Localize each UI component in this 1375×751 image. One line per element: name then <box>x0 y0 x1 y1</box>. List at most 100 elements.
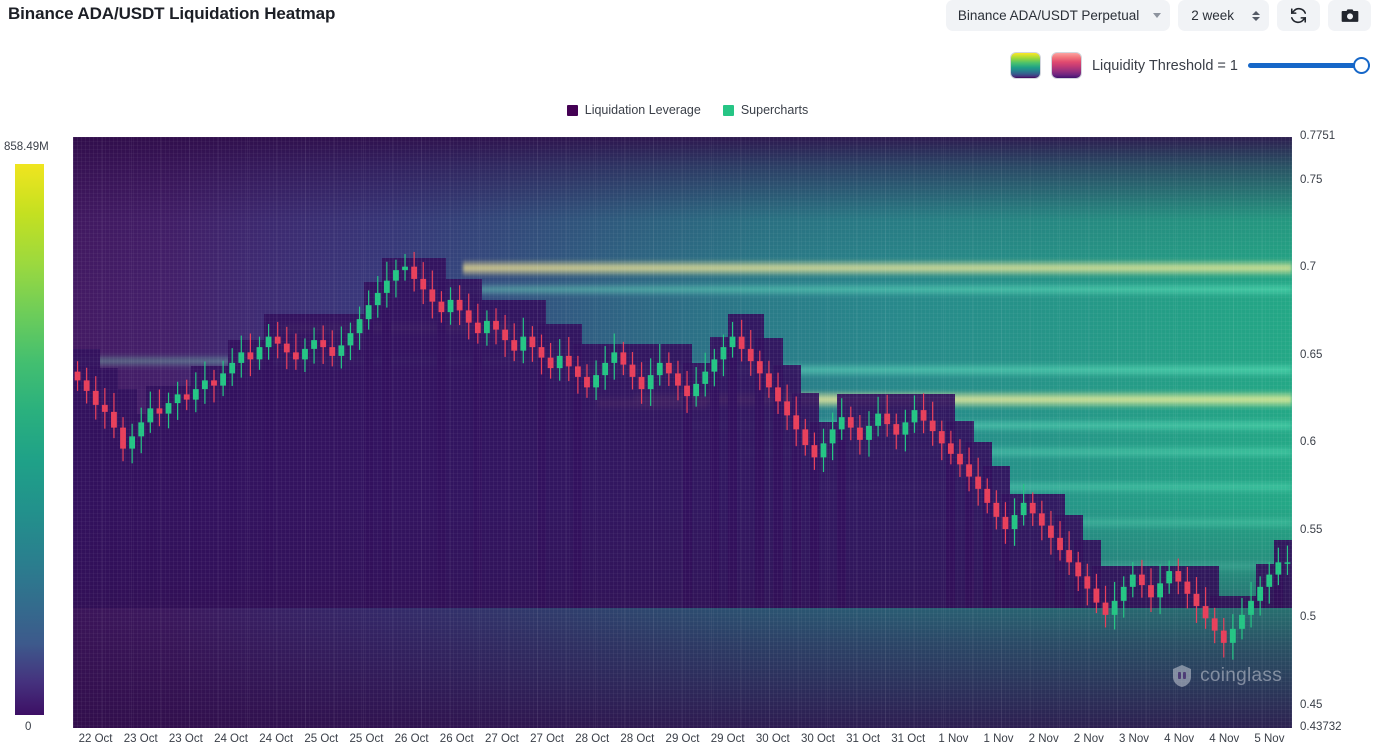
x-axis-tick: 4 Nov <box>1164 733 1195 745</box>
y-axis-tick: 0.45 <box>1300 698 1323 711</box>
candle-body <box>1148 585 1154 598</box>
candle-body <box>1184 581 1191 594</box>
palette-viridis-swatch[interactable] <box>1009 52 1041 79</box>
timeframe-select-value: 2 week <box>1191 8 1234 23</box>
refresh-button[interactable] <box>1277 0 1320 31</box>
liquidity-threshold-slider[interactable] <box>1248 57 1370 75</box>
candle-body <box>1157 583 1163 598</box>
candle-body <box>83 380 90 391</box>
candle-body <box>793 415 800 430</box>
candle-body <box>602 362 609 376</box>
candle-body <box>311 340 317 349</box>
candle-body <box>192 389 199 400</box>
x-axis-tick: 2 Nov <box>1028 733 1059 745</box>
candle-body <box>1048 525 1054 538</box>
candle-body <box>211 380 217 386</box>
candle-body <box>520 336 527 351</box>
screenshot-button[interactable] <box>1328 0 1371 31</box>
chart-legend: Liquidation Leverage Supercharts <box>0 103 1375 117</box>
candle-body <box>1220 630 1227 643</box>
candle-body <box>1120 586 1127 601</box>
candle-body <box>493 320 499 330</box>
candle-body <box>738 336 745 349</box>
candle-body <box>1093 588 1100 603</box>
y-axis-tick: 0.7 <box>1300 261 1316 274</box>
candle-body <box>247 352 254 360</box>
y-axis-tick: 0.75 <box>1300 173 1323 186</box>
candle-body <box>875 413 881 426</box>
candle-body <box>374 292 381 306</box>
candle-body <box>938 431 945 444</box>
x-axis-tick: 30 Oct <box>755 733 790 745</box>
candle-body <box>420 278 427 290</box>
candle-body <box>383 280 390 293</box>
candle-wick <box>158 389 161 427</box>
candle-body <box>1075 562 1082 577</box>
slider-thumb[interactable] <box>1353 57 1370 74</box>
legend-label: Liquidation Leverage <box>584 103 701 117</box>
candle-body <box>947 443 954 454</box>
x-axis-tick: 23 Oct <box>123 733 158 745</box>
candle-body <box>1020 502 1027 516</box>
candle-body <box>229 362 236 374</box>
x-axis-tick: 28 Oct <box>575 733 610 745</box>
candle-body <box>866 425 872 440</box>
candle-body <box>1084 576 1091 589</box>
symbol-select-value: Binance ADA/USDT Perpetual <box>957 8 1140 23</box>
candle-body <box>111 411 117 428</box>
x-axis-tick: 1 Nov <box>983 733 1014 745</box>
liquidation-heatmap-plot[interactable]: coinglass <box>73 137 1292 728</box>
symbol-select[interactable]: Binance ADA/USDT Perpetual <box>945 0 1171 31</box>
candle-body <box>438 301 445 313</box>
candle-body <box>1002 516 1009 530</box>
candle-body <box>593 375 599 388</box>
candle-body <box>302 348 308 360</box>
candle-body <box>1111 600 1118 615</box>
candle-body <box>665 362 672 374</box>
candle-body <box>902 422 909 435</box>
x-axis-tick: 26 Oct <box>394 733 429 745</box>
legend-label: Supercharts <box>740 103 809 117</box>
liquidity-threshold-label: Liquidity Threshold = 1 <box>1091 57 1238 74</box>
candle-body <box>402 266 408 271</box>
liquidity-threshold-control: Liquidity Threshold = 1 <box>1009 52 1370 79</box>
stepper-icon[interactable] <box>1252 10 1260 21</box>
x-axis-tick: 2 Nov <box>1073 733 1104 745</box>
candle-body <box>538 347 545 358</box>
timeframe-select[interactable]: 2 week <box>1178 0 1269 31</box>
candle-body <box>1138 574 1145 586</box>
legend-item-liquidation-leverage[interactable]: Liquidation Leverage <box>566 103 701 117</box>
candle-body <box>174 394 181 404</box>
candle-body <box>1102 602 1109 615</box>
candle-body <box>1229 628 1236 643</box>
candle-body <box>693 383 700 397</box>
candle-body <box>856 427 863 440</box>
x-axis-tick: 26 Oct <box>439 733 474 745</box>
candle-wick <box>1286 545 1289 575</box>
candle-body <box>465 310 472 323</box>
legend-swatch-icon <box>566 104 578 116</box>
candle-body <box>1257 586 1264 601</box>
candle-body <box>338 345 345 356</box>
legend-item-supercharts[interactable]: Supercharts <box>722 103 809 117</box>
candle-wick <box>295 333 297 370</box>
candle-body <box>1166 571 1173 584</box>
candle-body <box>393 270 399 281</box>
palette-magma-swatch[interactable] <box>1050 52 1082 79</box>
candle-body <box>220 373 227 386</box>
candle-body <box>729 336 736 348</box>
candle-body <box>1266 574 1273 587</box>
candle-body <box>283 343 290 353</box>
candle-body <box>893 424 900 435</box>
x-axis-tick: 28 Oct <box>620 733 655 745</box>
x-axis-tick: 23 Oct <box>168 733 203 745</box>
y-axis-tick: 0.6 <box>1300 436 1316 449</box>
candle-body <box>1239 614 1245 629</box>
candle-body <box>411 266 418 279</box>
x-axis-tick: 25 Oct <box>304 733 339 745</box>
candle-body <box>156 408 163 414</box>
candle-body <box>1202 606 1209 619</box>
candle-body <box>484 320 490 334</box>
candle-body <box>556 355 563 369</box>
candle-body <box>766 373 772 388</box>
